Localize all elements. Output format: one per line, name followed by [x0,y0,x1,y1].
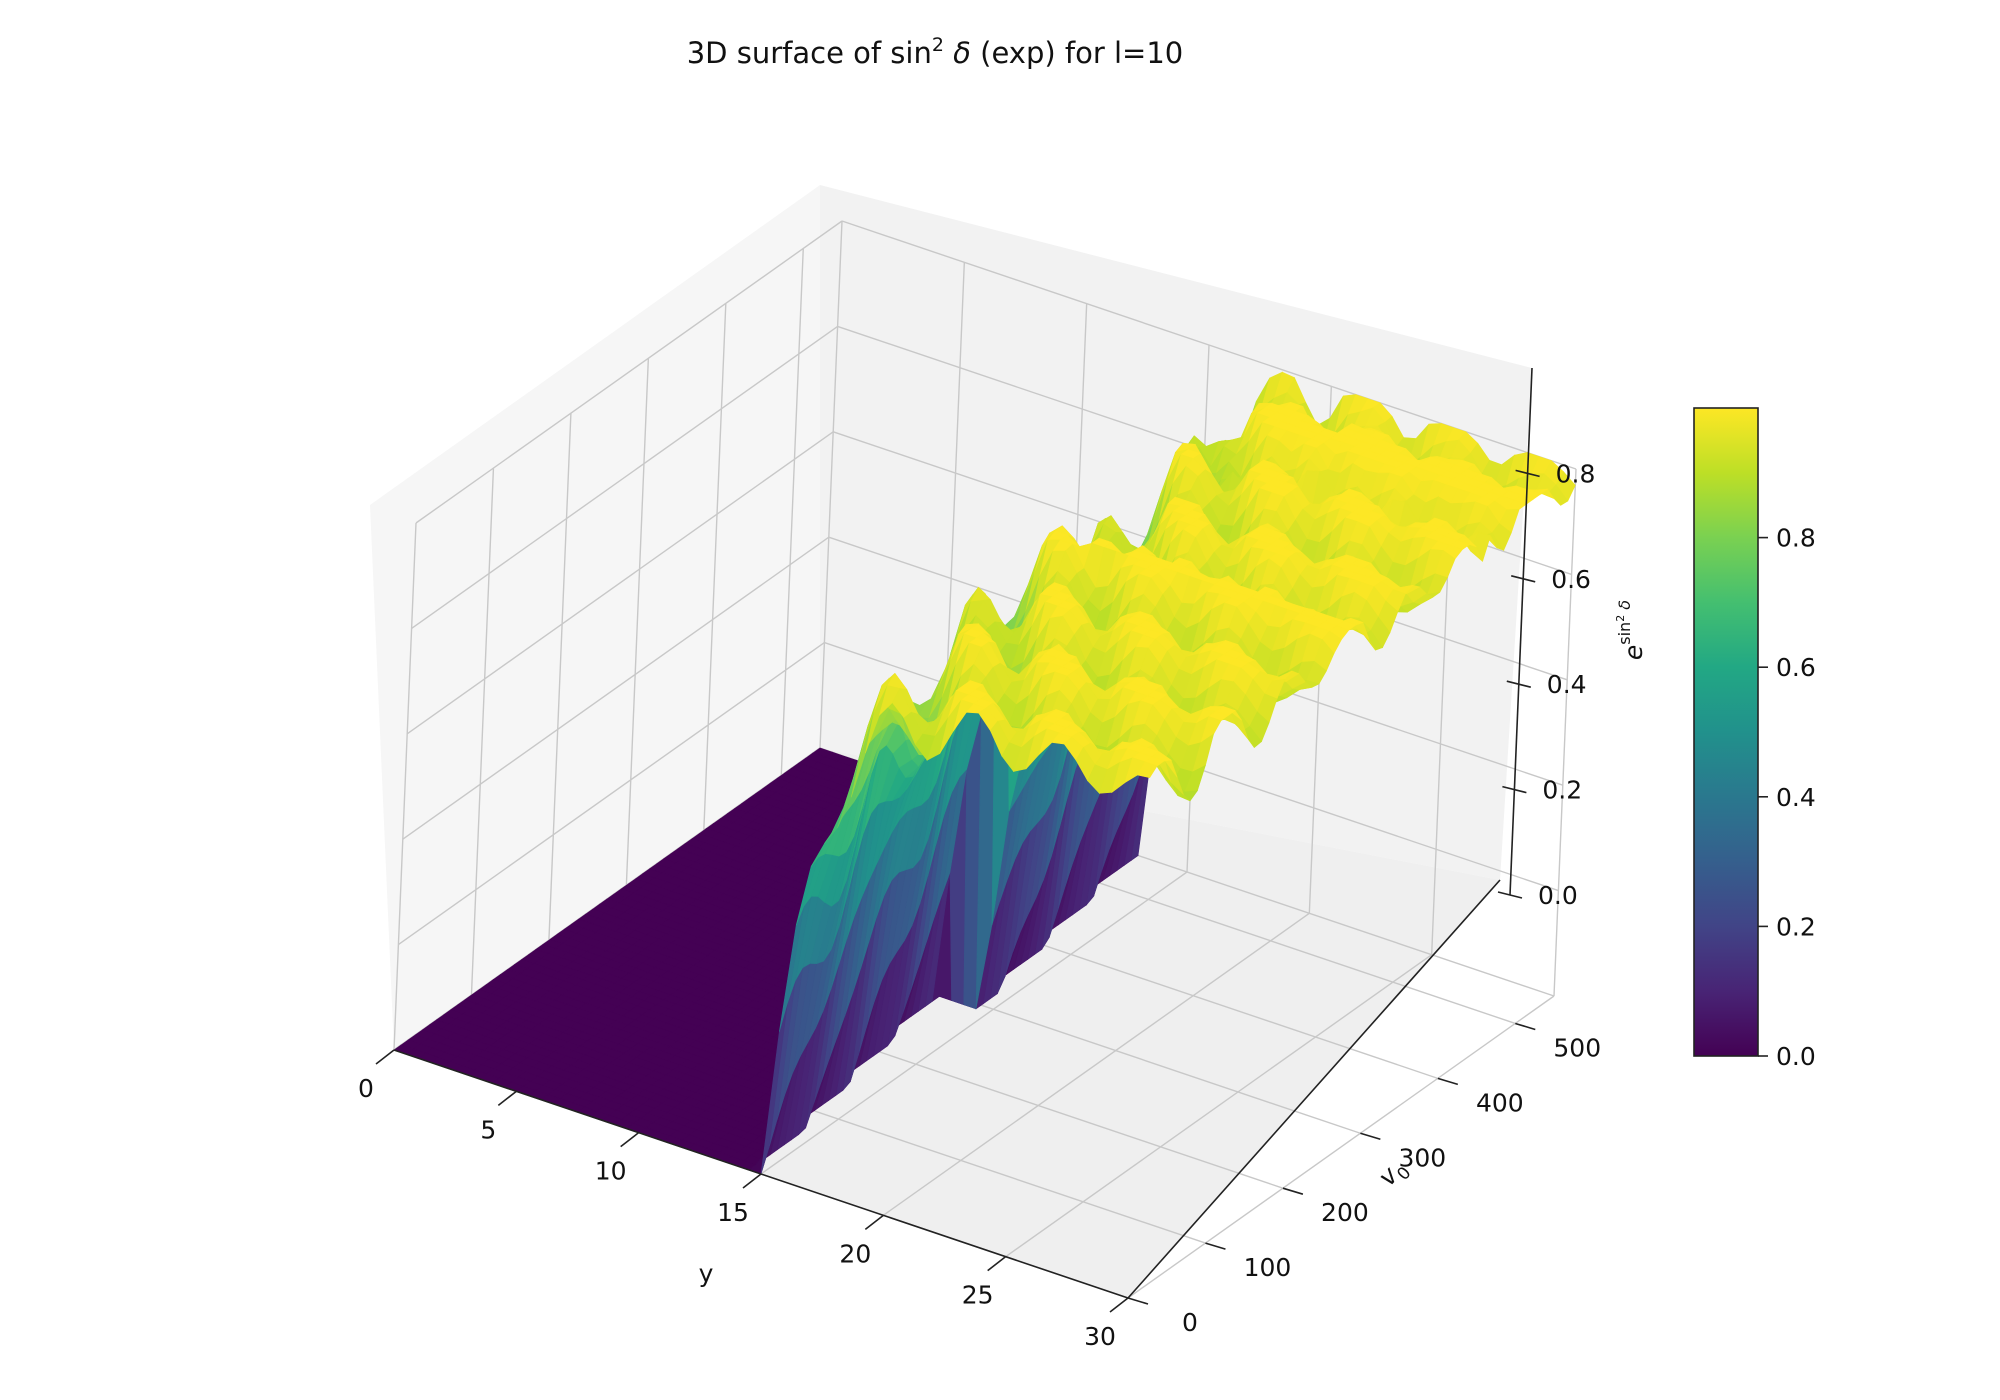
v0-axis-tick [1515,1022,1536,1031]
colorbar-tick-label: 0.4 [1776,783,1816,812]
v0-axis-tick-label: 100 [1244,1253,1292,1282]
y-axis-tick [620,1132,640,1148]
z-axis-tick-label: 0.6 [1551,565,1591,594]
v0-axis-tick [1127,1297,1149,1305]
v0-axis-tick-label: 400 [1476,1088,1524,1117]
colorbar-tick-label: 0.6 [1776,653,1816,682]
surface [393,371,1576,1175]
y-axis-tick [497,1090,517,1106]
colorbar-tick-label: 0.2 [1776,912,1816,941]
y-axis-tick-label: 30 [1084,1322,1116,1351]
y-axis-tick-label: 15 [717,1198,749,1227]
v0-axis-tick-label: 0 [1182,1308,1198,1337]
z-axis-line [1509,367,1533,896]
z-axis-tick [1502,785,1527,794]
y-axis-tick [987,1256,1007,1272]
z-axis-tick-label: 0.4 [1547,670,1587,699]
z-axis-tick [1515,469,1540,478]
v0-axis-tick [1205,1242,1226,1250]
y-axis-tick [1109,1297,1129,1313]
colorbar: 0.0 0.2 0.4 0.6 0.8 [1693,407,1816,1071]
z-axis-tick [1497,891,1523,899]
z-axis-tick [1511,575,1536,583]
y-axis-tick-label: 0 [358,1074,374,1103]
y-axis-tick-label: 25 [962,1281,994,1310]
v0-axis-tick-label: 500 [1553,1033,1601,1062]
y-axis-tick-label: 10 [595,1157,627,1186]
y-axis-tick [864,1214,884,1230]
v0-axis-tick-label: 200 [1321,1198,1369,1227]
y-axis-tick-label: 20 [839,1239,871,1268]
y-axis-ticks: 0 5 10 15 20 25 30 [358,1049,1129,1351]
v0-axis-tick [1360,1132,1381,1141]
y-axis-tick-label: 5 [480,1115,496,1144]
z-axis-tick [1506,680,1531,688]
colorbar-tick-label: 0.0 [1776,1042,1816,1071]
v0-axis-tick-label: 300 [1399,1143,1447,1172]
y-axis-tick [742,1173,762,1189]
colorbar-ticks: 0.0 0.2 0.4 0.6 0.8 [1758,524,1816,1071]
left-pane [370,185,820,1050]
z-axis-tick-label: 0.0 [1538,881,1578,910]
v0-axis-tick [1437,1077,1459,1086]
z-axis-label: esin2 δ [1614,600,1648,660]
v0-axis-ticks: 0 100 200 300 400 500 [1127,1022,1601,1337]
z-axis-ticks: 0.0 0.2 0.4 0.6 0.8 [1497,459,1596,910]
v0-axis-line [1127,879,1501,1299]
colorbar-tick-label: 0.8 [1776,524,1816,553]
colorbar-fill [1693,407,1759,1057]
z-axis-tick-label: 0.8 [1556,459,1596,488]
y-axis-label: y [699,1259,714,1288]
chart-title: 3D surface of sin2 δ (exp) for l=10 [687,34,1184,70]
surface-patch [1136,761,1158,779]
v0-axis-tick [1282,1187,1304,1195]
z-axis-tick-label: 0.2 [1542,776,1582,805]
y-axis-tick [375,1049,395,1065]
